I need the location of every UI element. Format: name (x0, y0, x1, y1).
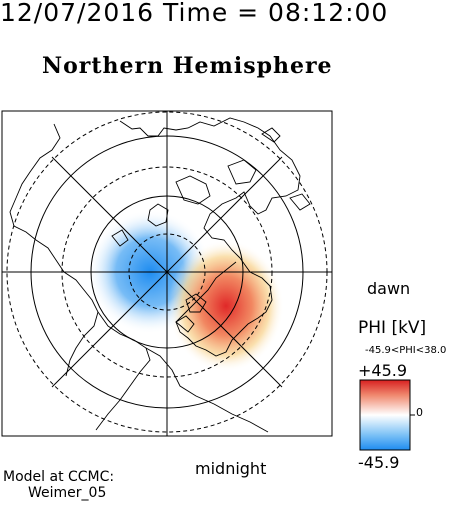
datetime-title: 12/07/2016 Time = 08:12:00 (0, 0, 389, 27)
midnight-label: midnight (195, 459, 267, 478)
colorbar (359, 379, 411, 451)
model-credit: Model at CCMC: (3, 469, 115, 485)
coastlines (9, 117, 311, 433)
colorbar-max-label: +45.9 (358, 361, 408, 380)
colorbar-min-label: -45.9 (358, 453, 400, 472)
dawn-label: dawn (367, 279, 411, 298)
colorbar-range: -45.9<PHI<38.0 (365, 345, 447, 356)
model-name: Weimer_05 (28, 485, 107, 501)
hemisphere-title: Northern Hemisphere (42, 53, 333, 79)
colorbar-zero-label: 0 (416, 406, 423, 419)
positive-potential-cell (168, 240, 284, 372)
meridians (2, 111, 332, 436)
colorbar-title: PHI [kV] (358, 318, 427, 338)
